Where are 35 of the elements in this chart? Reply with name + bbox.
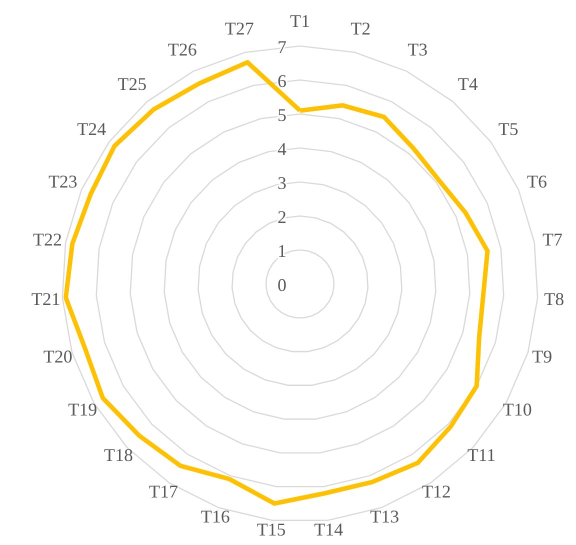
spoke-label: T5: [498, 118, 518, 139]
spoke-label: T1: [290, 11, 310, 31]
spoke-label: T11: [467, 445, 496, 466]
spoke-label: T24: [77, 118, 106, 139]
spoke-label: T9: [532, 346, 552, 366]
spoke-label: T8: [544, 288, 564, 309]
spoke-label: T25: [118, 74, 147, 94]
spoke-label: T16: [200, 506, 230, 527]
spoke-label: T18: [104, 445, 134, 466]
spoke-label: T14: [314, 519, 344, 540]
y-tick-label: 3: [278, 173, 286, 193]
spoke-label: T3: [408, 40, 428, 60]
y-tick-label: 6: [278, 71, 286, 91]
spoke-label: T23: [48, 172, 78, 192]
spoke-label: T27: [224, 18, 254, 38]
spoke-label: T12: [422, 481, 451, 502]
y-tick-label: 4: [278, 139, 286, 159]
spoke-label: T17: [149, 481, 178, 502]
y-tick-label: 2: [278, 207, 286, 227]
spoke-label: T10: [502, 400, 532, 420]
spoke-label: T21: [31, 288, 60, 309]
spoke-label: T13: [370, 506, 400, 527]
spoke-label: T22: [33, 229, 62, 250]
spoke-label: T20: [43, 346, 72, 366]
spoke-label: T26: [168, 40, 197, 60]
y-tick-label: 5: [278, 105, 286, 125]
spoke-label: T2: [350, 18, 371, 38]
spoke-label: T6: [527, 172, 548, 192]
spoke-label: T4: [458, 74, 478, 94]
spoke-label: T7: [542, 229, 562, 250]
y-tick-label: 1: [278, 241, 286, 261]
spoke-label: T19: [68, 400, 98, 420]
spoke-label: T15: [256, 519, 286, 540]
y-tick-label: 7: [278, 37, 286, 57]
y-tick-label: 0: [278, 275, 286, 295]
